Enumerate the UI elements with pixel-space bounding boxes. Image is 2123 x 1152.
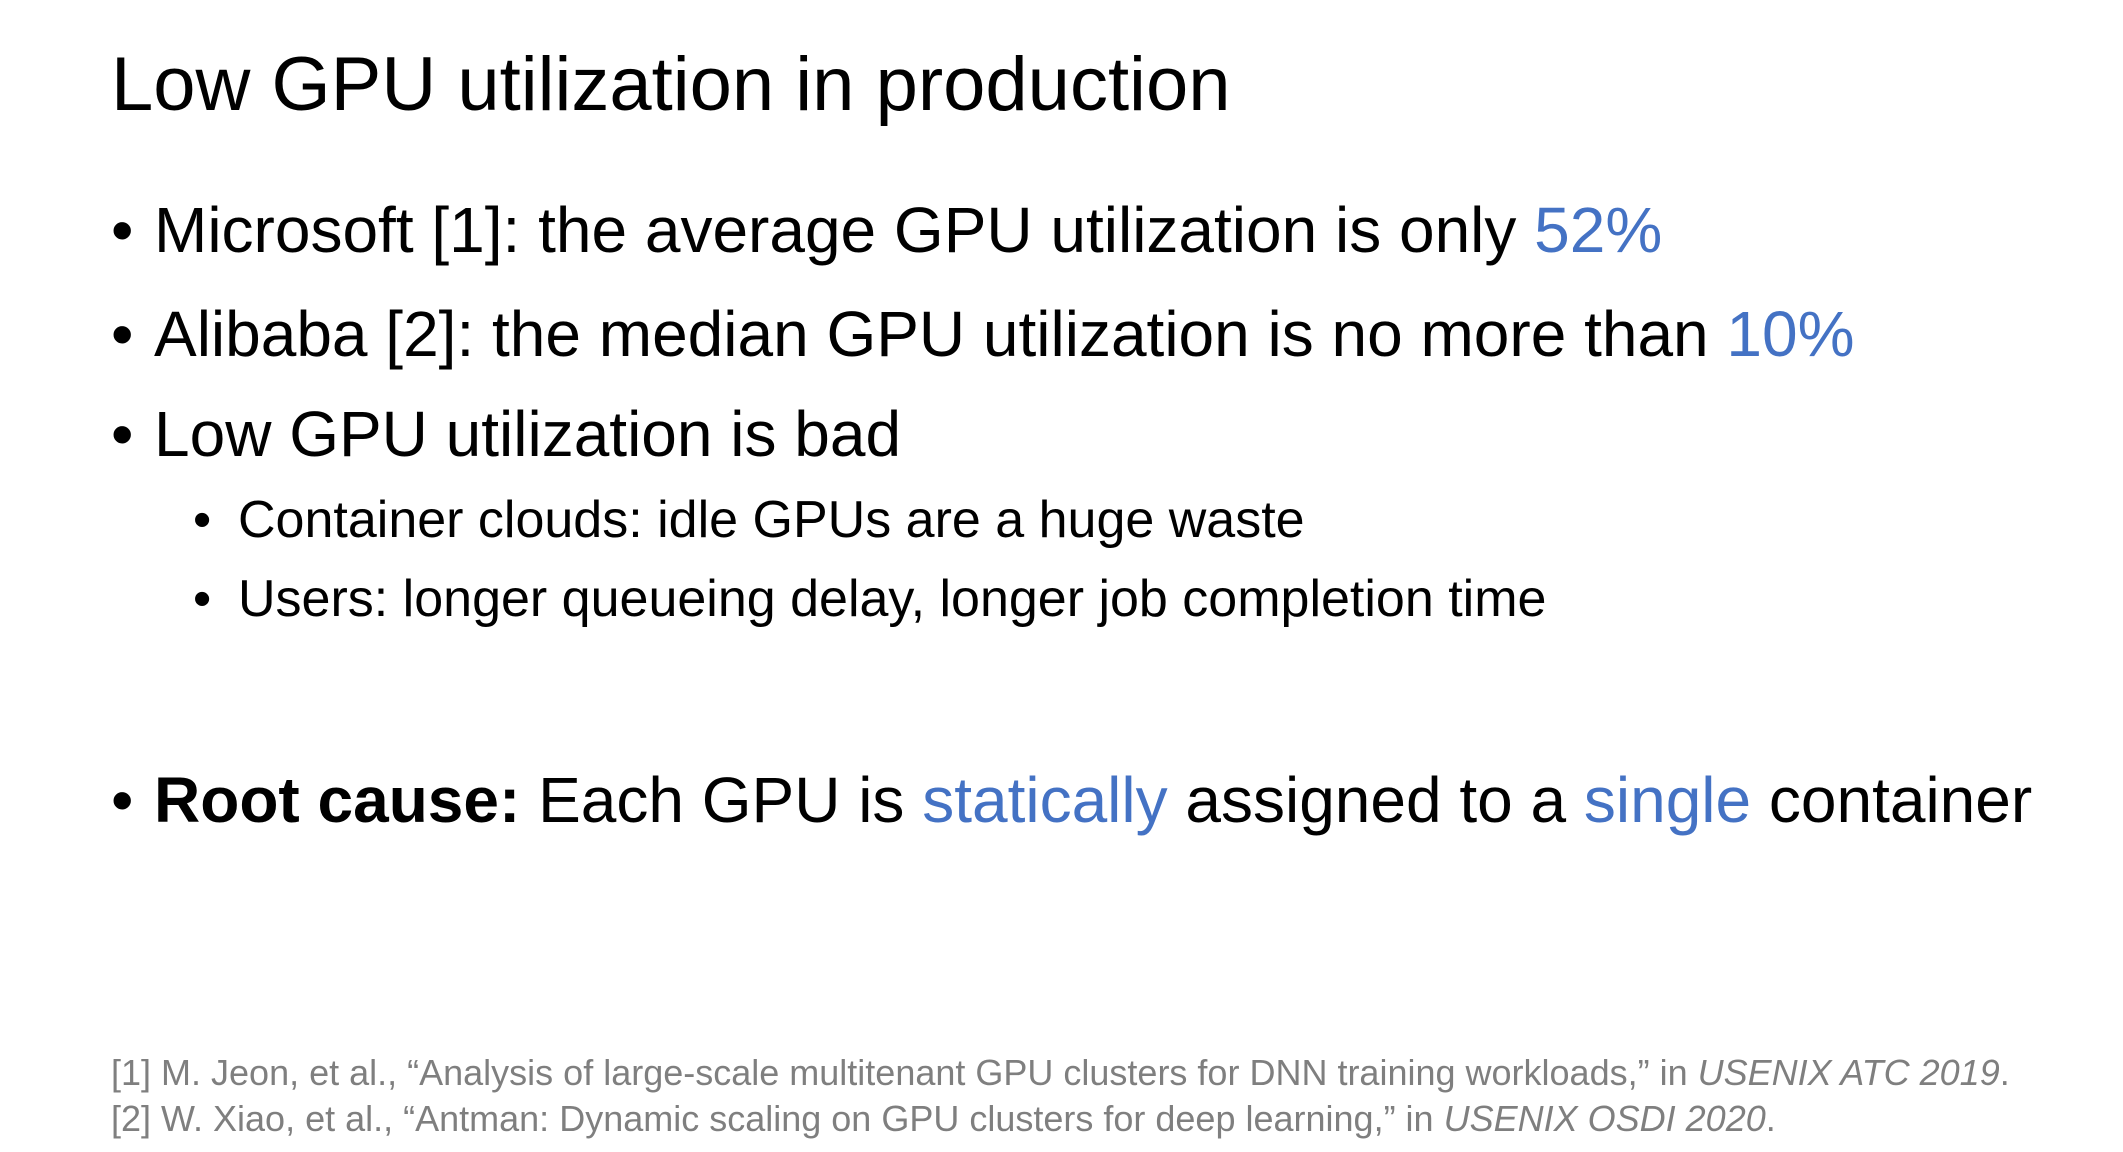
highlight-statically: statically xyxy=(922,764,1168,836)
highlight-52-percent: 52% xyxy=(1534,194,1663,266)
root-cause-text: Each GPU is xyxy=(520,764,923,836)
sub-bullet-marker: • xyxy=(193,491,212,549)
reference-venue: USENIX OSDI 2020 xyxy=(1443,1098,1766,1139)
sub-bullet-container-clouds: • Container clouds: idle GPUs are a huge … xyxy=(193,489,1305,551)
reference-2: [2] W. Xiao, et al., “Antman: Dynamic sc… xyxy=(111,1096,2010,1142)
reference-venue: USENIX ATC 2019 xyxy=(1697,1052,2000,1093)
references: [1] M. Jeon, et al., “Analysis of large-… xyxy=(111,1050,2010,1142)
sub-bullet-text: Container clouds: idle GPUs are a huge w… xyxy=(238,491,1305,549)
bullet-marker: • xyxy=(111,298,134,370)
reference-text: [2] W. Xiao, et al., “Antman: Dynamic sc… xyxy=(111,1098,1444,1139)
bullet-marker: • xyxy=(111,194,134,266)
reference-1: [1] M. Jeon, et al., “Analysis of large-… xyxy=(111,1050,2010,1096)
sub-bullet-text: Users: longer queueing delay, longer job… xyxy=(238,570,1547,628)
highlight-single: single xyxy=(1583,764,1752,836)
bullet-text: Low GPU utilization is bad xyxy=(154,398,902,470)
slide-title: Low GPU utilization in production xyxy=(111,42,1231,127)
sub-bullet-marker: • xyxy=(193,570,212,628)
sub-bullet-users: • Users: longer queueing delay, longer jo… xyxy=(193,568,1546,630)
bullet-marker: • xyxy=(111,398,134,470)
root-cause-text: container xyxy=(1751,764,2033,836)
reference-text: [1] M. Jeon, et al., “Analysis of large-… xyxy=(111,1052,1698,1093)
reference-suffix: . xyxy=(1999,1052,2010,1093)
reference-suffix: . xyxy=(1765,1098,1776,1139)
bullet-low-utilization-bad: • Low GPU utilization is bad xyxy=(111,396,901,472)
bullet-text: Alibaba [2]: the median GPU utilization … xyxy=(154,298,1727,370)
highlight-10-percent: 10% xyxy=(1726,298,1855,370)
bullet-root-cause: • Root cause: Each GPU is statically assi… xyxy=(111,762,2032,838)
bullet-marker: • xyxy=(111,764,134,836)
bullet-alibaba: • Alibaba [2]: the median GPU utilization… xyxy=(111,296,1855,372)
bullet-microsoft: • Microsoft [1]: the average GPU utilizat… xyxy=(111,192,1662,268)
root-cause-text: assigned to a xyxy=(1167,764,1584,836)
root-cause-label: Root cause: xyxy=(154,764,521,836)
bullet-text: Microsoft [1]: the average GPU utilizati… xyxy=(154,194,1535,266)
